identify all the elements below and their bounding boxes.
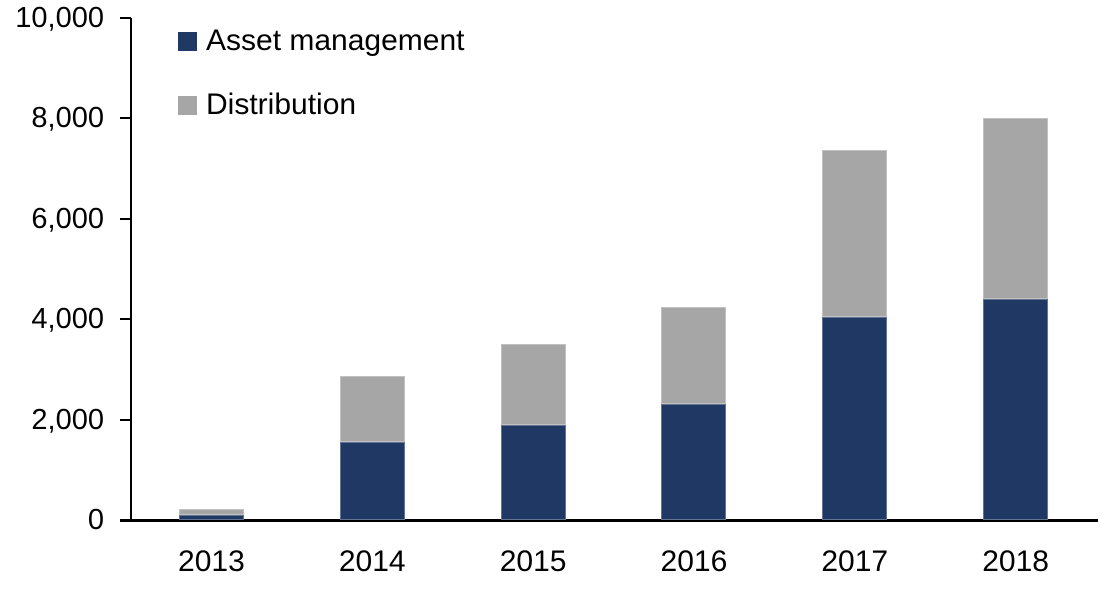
legend-swatch-asset-management [178,31,197,51]
legend-label-distribution: Distribution [206,88,357,121]
legend-label-asset-management: Asset management [206,24,465,57]
bar-2018-distribution [983,118,1049,300]
y-tick-8-000 [120,117,131,120]
legend: Asset management Distribution [178,24,464,152]
y-tick-label-6-000: 6,000 [31,202,104,235]
x-tick-label-2018: 2018 [982,545,1049,578]
legend-swatch-distribution [178,95,197,115]
y-tick-2-000 [120,418,131,421]
bar-2013-distribution [178,508,244,515]
y-tick-label-8-000: 8,000 [31,102,104,135]
bar-2016-asset-management [661,403,727,520]
x-tick-label-2015: 2015 [499,545,567,578]
x-tick-label-2013: 2013 [178,545,245,578]
y-tick-label-10-000: 10,000 [15,2,104,34]
bar-2018-asset-management [983,299,1049,520]
legend-item-distribution: Distribution [178,88,464,122]
y-tick-10-000 [120,17,131,19]
bar-2017-distribution [822,150,888,318]
bar-2016-distribution [661,306,727,404]
x-tick-label-2017: 2017 [821,545,889,578]
x-tick-label-2016: 2016 [660,545,728,578]
bar-2014-distribution [339,376,405,442]
bar-2017-asset-management [822,317,888,520]
bar-2013-asset-management [178,514,244,520]
y-tick-label-4-000: 4,000 [31,303,104,336]
legend-item-asset-management: Asset management [178,24,464,58]
y-tick-label-2-000: 2,000 [31,403,104,436]
bar-2015-distribution [500,344,566,425]
y-tick-label-0: 0 [87,504,104,536]
y-tick-0 [120,519,131,521]
y-axis-line [130,18,132,522]
y-tick-4-000 [120,318,131,321]
bar-2015-asset-management [500,424,566,520]
x-tick-label-2014: 2014 [338,545,406,578]
bar-2014-asset-management [339,441,405,520]
x-axis-line [120,519,1098,522]
y-tick-6-000 [120,217,131,220]
